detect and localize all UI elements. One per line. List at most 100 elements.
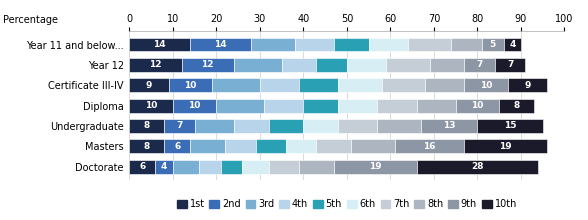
Text: 9: 9 (524, 81, 531, 90)
Bar (452, 38, 482, 51)
Bar (264, 99, 303, 112)
Bar (173, 99, 216, 112)
Bar (225, 139, 256, 153)
Bar (465, 139, 547, 153)
Text: 10: 10 (188, 101, 201, 110)
Bar (129, 139, 164, 153)
Bar (334, 38, 369, 51)
Bar (377, 99, 416, 112)
Bar (234, 58, 282, 72)
Bar (477, 119, 543, 133)
Bar (251, 38, 295, 51)
Bar (242, 160, 269, 174)
Text: 16: 16 (423, 142, 436, 151)
Text: Percentage: Percentage (3, 15, 58, 25)
Bar (425, 78, 465, 92)
Bar (260, 78, 299, 92)
Text: 10: 10 (145, 101, 158, 110)
Bar (369, 38, 408, 51)
Text: 6: 6 (139, 162, 146, 171)
Bar (465, 58, 495, 72)
Bar (465, 78, 508, 92)
Text: 19: 19 (369, 162, 382, 171)
Bar (164, 119, 195, 133)
Bar (191, 139, 225, 153)
Bar (169, 78, 212, 92)
Text: 14: 14 (153, 40, 166, 49)
Bar (212, 78, 260, 92)
Bar (482, 38, 503, 51)
Text: 5: 5 (490, 40, 496, 49)
Bar (173, 160, 199, 174)
Bar (199, 160, 220, 174)
Bar (295, 38, 334, 51)
Text: 7: 7 (176, 121, 183, 130)
Bar (234, 119, 269, 133)
Bar (220, 160, 242, 174)
Legend: 1st, 2nd, 3rd, 4th, 5th, 6th, 7th, 8th, 9th, 10th: 1st, 2nd, 3rd, 4th, 5th, 6th, 7th, 8th, … (175, 197, 519, 211)
Text: 13: 13 (443, 121, 456, 130)
Bar (316, 58, 347, 72)
Bar (456, 99, 499, 112)
Text: 8: 8 (513, 101, 520, 110)
Bar (377, 119, 421, 133)
Bar (303, 99, 338, 112)
Bar (430, 58, 465, 72)
Bar (299, 78, 338, 92)
Bar (129, 119, 164, 133)
Bar (286, 139, 316, 153)
Bar (299, 160, 334, 174)
Bar (421, 119, 477, 133)
Bar (495, 58, 525, 72)
Bar (129, 58, 182, 72)
Text: 28: 28 (471, 162, 484, 171)
Bar (269, 160, 299, 174)
Bar (499, 99, 534, 112)
Bar (129, 38, 191, 51)
Bar (316, 139, 351, 153)
Bar (382, 78, 425, 92)
Bar (182, 58, 234, 72)
Text: 10: 10 (184, 81, 196, 90)
Text: 10: 10 (471, 101, 484, 110)
Bar (503, 38, 521, 51)
Bar (408, 38, 452, 51)
Bar (347, 58, 386, 72)
Bar (191, 38, 251, 51)
Text: 19: 19 (499, 142, 512, 151)
Text: 9: 9 (146, 81, 152, 90)
Bar (338, 119, 377, 133)
Text: 15: 15 (504, 121, 516, 130)
Bar (129, 99, 173, 112)
Bar (216, 99, 264, 112)
Bar (416, 99, 456, 112)
Bar (351, 139, 395, 153)
Text: 7: 7 (476, 60, 483, 69)
Bar (338, 78, 382, 92)
Bar (269, 119, 303, 133)
Text: 4: 4 (509, 40, 516, 49)
Bar (164, 139, 191, 153)
Text: 8: 8 (143, 142, 150, 151)
Text: 12: 12 (149, 60, 162, 69)
Text: 14: 14 (215, 40, 227, 49)
Text: 8: 8 (143, 121, 150, 130)
Bar (129, 78, 169, 92)
Bar (386, 58, 430, 72)
Text: 6: 6 (174, 142, 181, 151)
Bar (303, 119, 338, 133)
Bar (195, 119, 234, 133)
Text: 7: 7 (507, 60, 513, 69)
Bar (129, 160, 155, 174)
Bar (256, 139, 286, 153)
Text: 12: 12 (202, 60, 214, 69)
Bar (416, 160, 539, 174)
Bar (282, 58, 316, 72)
Bar (395, 139, 465, 153)
Bar (334, 160, 416, 174)
Bar (338, 99, 377, 112)
Bar (508, 78, 547, 92)
Text: 10: 10 (480, 81, 492, 90)
Text: 4: 4 (161, 162, 168, 171)
Bar (155, 160, 173, 174)
